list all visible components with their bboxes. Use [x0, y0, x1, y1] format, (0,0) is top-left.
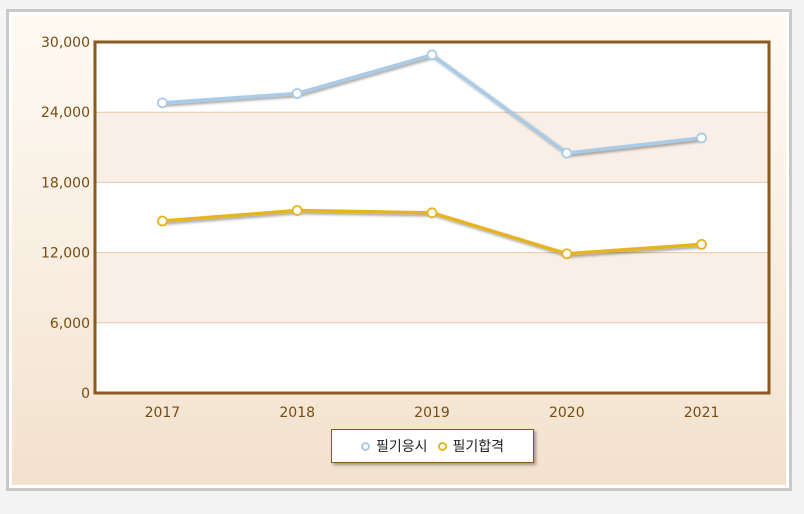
data-point — [426, 49, 438, 61]
data-point — [156, 215, 168, 227]
data-point — [291, 88, 303, 99]
x-tick-label: 2018 — [279, 405, 315, 421]
data-point — [291, 205, 303, 216]
x-tick-label: 2019 — [414, 405, 450, 421]
circle-marker-icon — [360, 441, 370, 451]
plot-band — [95, 252, 769, 323]
legend-item-series-1[interactable]: 필기응시 — [360, 436, 428, 456]
data-point — [561, 147, 573, 159]
plot-band — [95, 112, 769, 183]
legend-item-series-2[interactable]: 필기합격 — [437, 436, 505, 456]
y-tick-label: 0 — [81, 386, 90, 402]
data-point — [561, 248, 573, 260]
y-tick-label: 12,000 — [41, 246, 90, 262]
x-axis: 2017 2018 2019 2020 2021 — [145, 405, 720, 421]
data-point — [156, 97, 168, 109]
circle-marker-icon — [437, 441, 447, 451]
x-tick-label: 2021 — [684, 405, 720, 421]
x-tick-label: 2017 — [145, 405, 181, 421]
gridlines — [95, 111, 769, 324]
data-point — [696, 132, 707, 144]
y-tick-label: 6,000 — [50, 316, 90, 332]
y-axis: 30,000 24,000 18,000 12,000 6,000 0 — [41, 35, 90, 402]
legend: 필기응시 필기합격 — [331, 429, 534, 463]
plot-border — [93, 40, 771, 395]
data-point — [426, 207, 438, 219]
legend-label: 필기합격 — [452, 439, 505, 455]
y-tick-label: 24,000 — [41, 105, 90, 121]
data-point — [696, 239, 707, 250]
y-tick-label: 18,000 — [41, 175, 90, 191]
y-tick-label: 30,000 — [41, 35, 90, 51]
x-tick-label: 2020 — [549, 405, 585, 421]
legend-label: 필기응시 — [375, 439, 428, 455]
series-lines — [156, 49, 707, 260]
